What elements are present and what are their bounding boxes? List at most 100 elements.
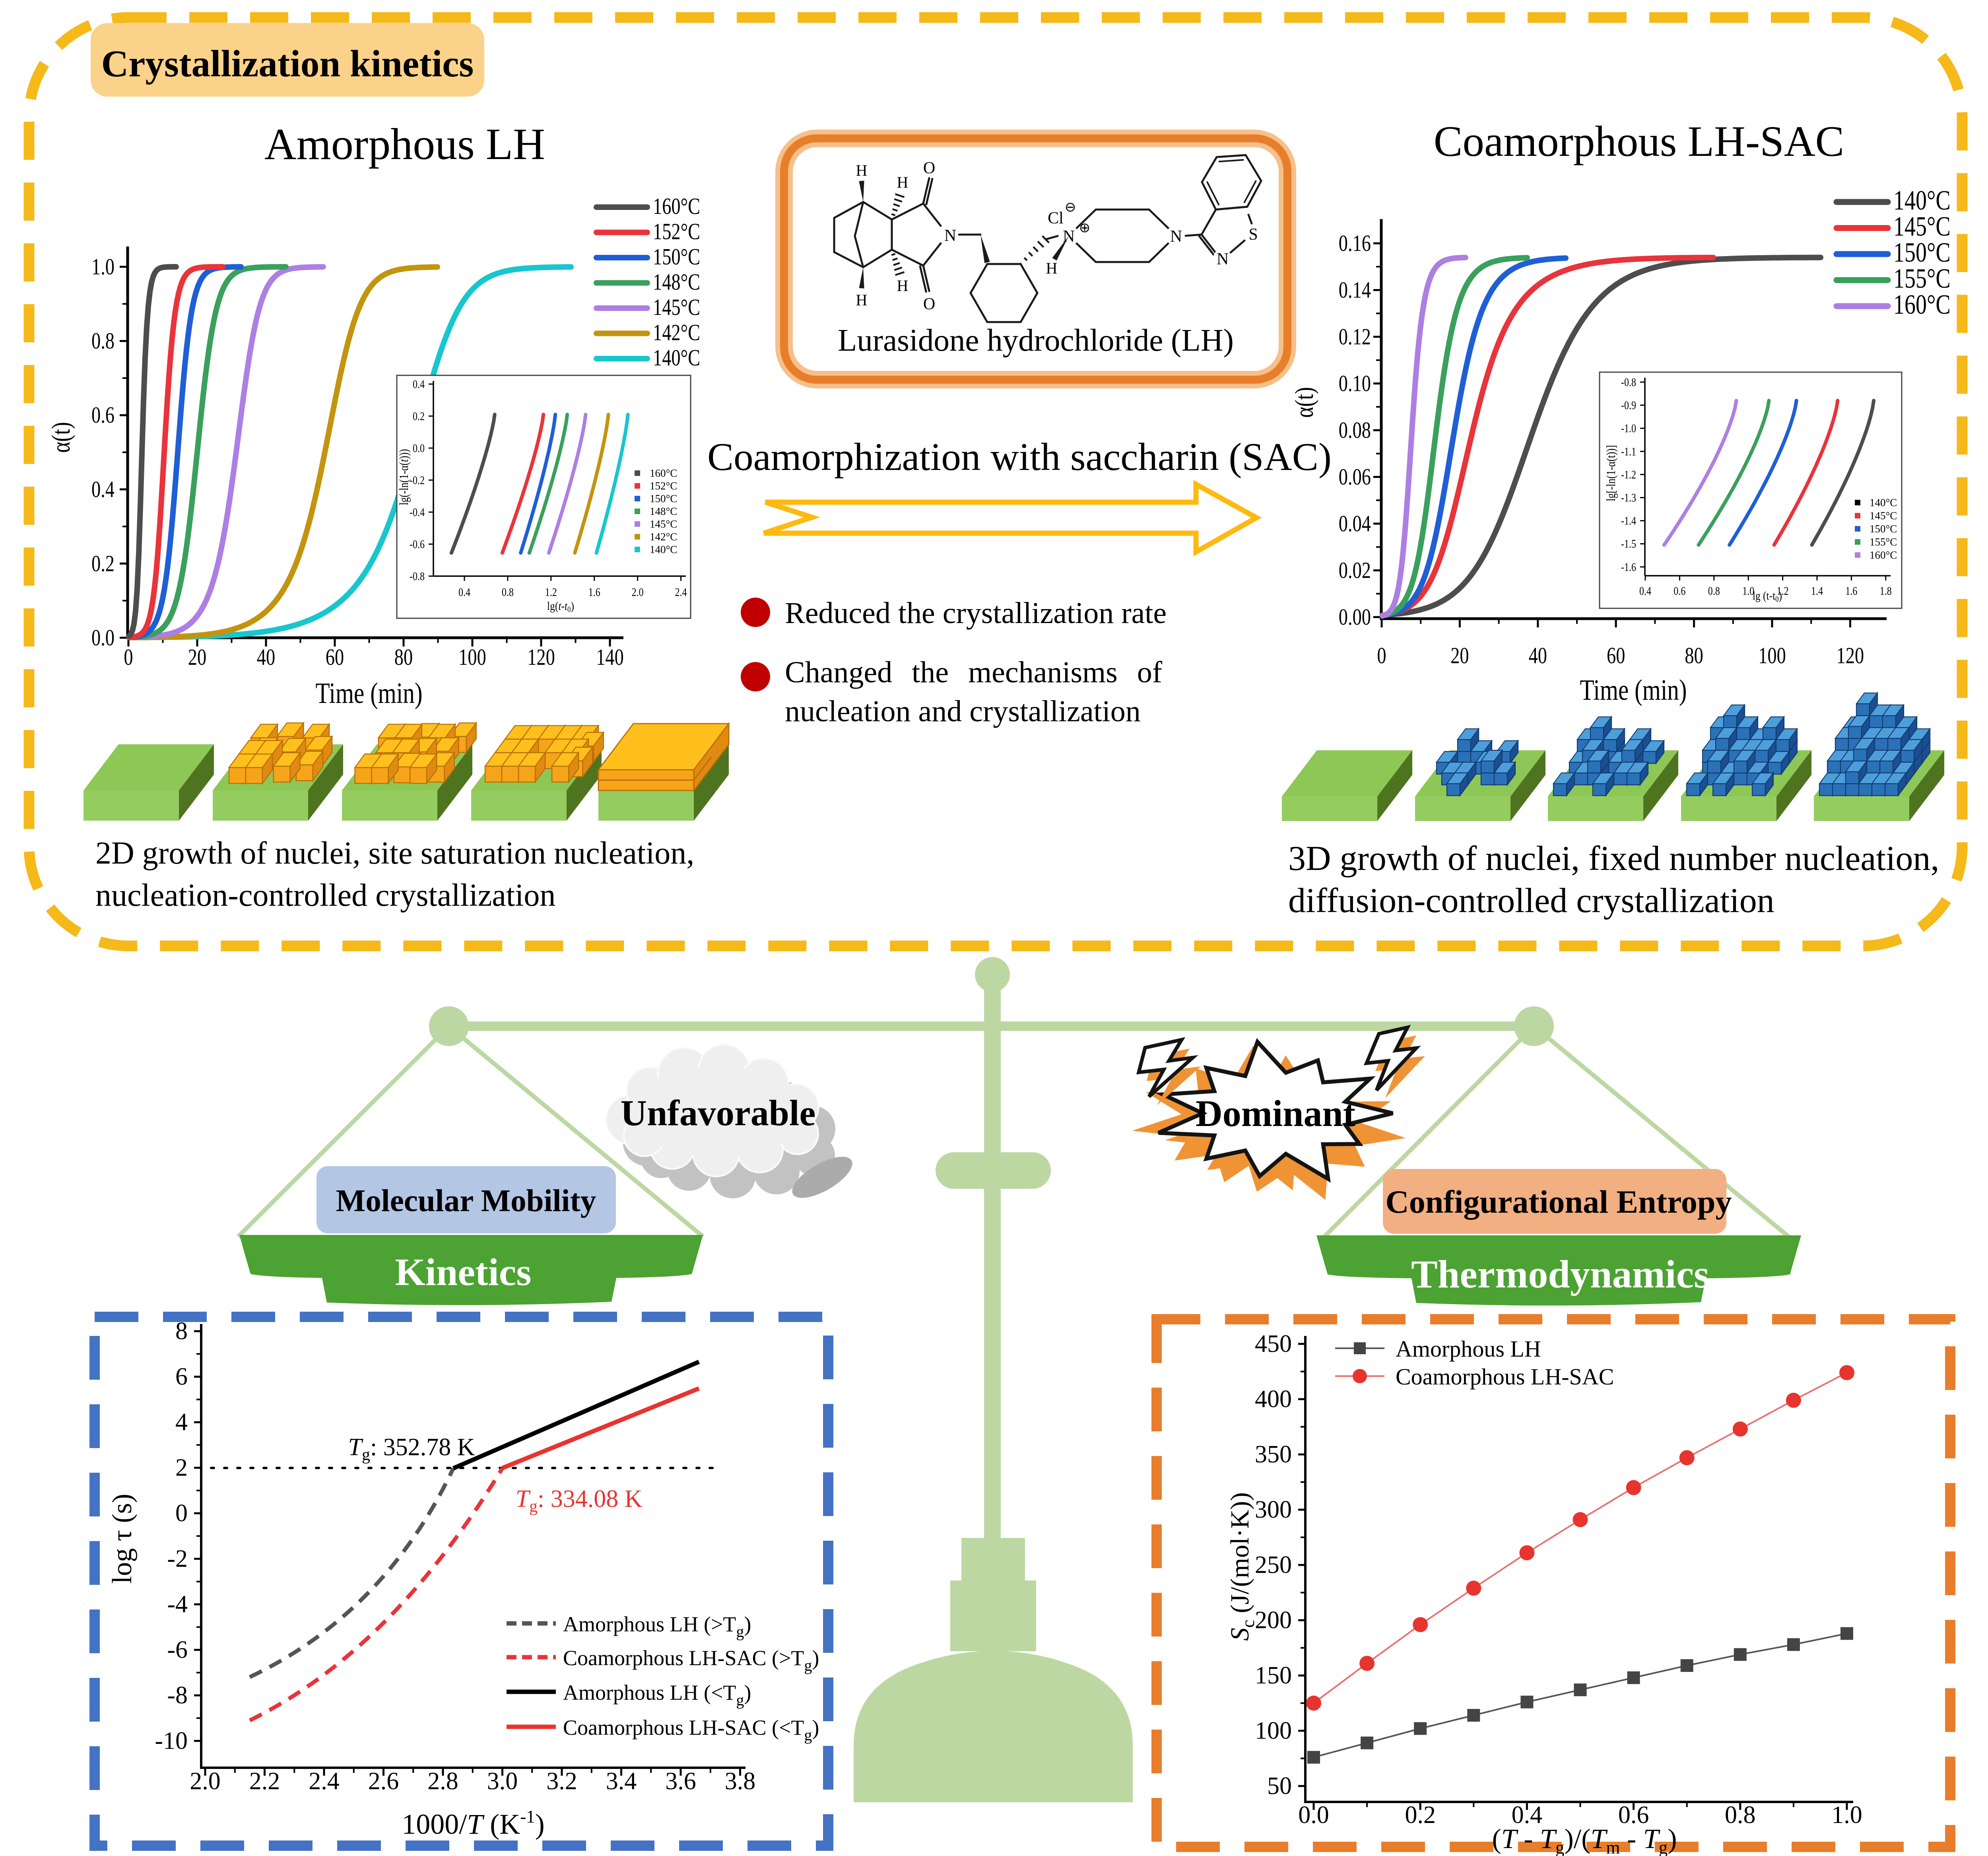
svg-text:Coamorphous LH-SAC (>Tg): Coamorphous LH-SAC (>Tg) (563, 1646, 819, 1674)
svg-text:1.6: 1.6 (1845, 584, 1857, 597)
svg-text:145°C: 145°C (653, 295, 700, 320)
svg-text:H: H (897, 173, 909, 191)
svg-text:80: 80 (394, 645, 413, 670)
svg-text:145°C: 145°C (1870, 510, 1897, 522)
svg-text:142°C: 142°C (653, 320, 700, 346)
svg-text:0: 0 (1377, 643, 1386, 668)
svg-text:0.0: 0.0 (1298, 1802, 1329, 1829)
svg-text:148°C: 148°C (653, 270, 700, 295)
svg-text:3.0: 3.0 (487, 1768, 518, 1795)
svg-text:2.8: 2.8 (427, 1768, 458, 1795)
svg-text:Changed the mechanisms of: Changed the mechanisms of (785, 656, 1163, 689)
svg-text:Amorphous LH (<Tg): Amorphous LH (<Tg) (563, 1681, 751, 1709)
svg-text:0.2: 0.2 (1405, 1802, 1436, 1829)
svg-text:0.8: 0.8 (1708, 584, 1720, 597)
svg-text:100: 100 (1758, 643, 1786, 668)
svg-text:H: H (1046, 259, 1058, 277)
svg-text:152°C: 152°C (653, 219, 700, 245)
svg-text:-8: -8 (167, 1682, 188, 1709)
svg-text:60: 60 (1607, 643, 1625, 668)
svg-text:-1.3: -1.3 (1621, 491, 1636, 504)
svg-text:8: 8 (175, 1318, 188, 1345)
svg-text:2.4: 2.4 (309, 1768, 340, 1795)
svg-text:⊕: ⊕ (1079, 221, 1091, 235)
svg-text:0.16: 0.16 (1339, 231, 1371, 256)
svg-text:H: H (856, 161, 868, 179)
svg-text:140°C: 140°C (653, 345, 700, 371)
svg-text:150°C: 150°C (1870, 523, 1897, 535)
svg-text:Unfavorable: Unfavorable (621, 1093, 816, 1133)
svg-text:S: S (1248, 225, 1258, 244)
svg-text:0.04: 0.04 (1339, 511, 1371, 536)
svg-text:2D growth of nuclei, site satu: 2D growth of nuclei, site saturation nuc… (95, 836, 694, 871)
svg-text:1.2: 1.2 (545, 585, 557, 598)
svg-text:0.4: 0.4 (1512, 1802, 1543, 1829)
svg-text:-6: -6 (167, 1637, 188, 1664)
svg-text:0: 0 (124, 645, 133, 670)
svg-text:160°C: 160°C (653, 194, 700, 219)
svg-text:3D growth of nuclei, fixed num: 3D growth of nuclei, fixed number nuclea… (1288, 839, 1939, 878)
svg-text:-0.8: -0.8 (1621, 375, 1636, 388)
svg-text:60: 60 (326, 645, 344, 670)
svg-text:0.4: 0.4 (413, 377, 425, 390)
svg-text:-1.2: -1.2 (1621, 468, 1636, 481)
svg-text:0.4: 0.4 (458, 585, 470, 598)
svg-text:145°C: 145°C (650, 518, 677, 530)
svg-text:-0.4: -0.4 (410, 505, 425, 518)
svg-text:150°C: 150°C (653, 244, 700, 270)
svg-text:Coamorphous LH-SAC: Coamorphous LH-SAC (1396, 1364, 1614, 1390)
svg-text:450: 450 (1255, 1330, 1292, 1357)
svg-text:4: 4 (175, 1409, 188, 1436)
svg-text:3.4: 3.4 (606, 1768, 637, 1795)
svg-text:0: 0 (175, 1500, 188, 1527)
svg-text:150: 150 (1255, 1662, 1292, 1689)
svg-text:140: 140 (596, 645, 624, 670)
svg-text:3.6: 3.6 (665, 1768, 696, 1795)
svg-text:N: N (1170, 227, 1182, 246)
svg-text:3.2: 3.2 (546, 1768, 577, 1795)
svg-text:0.0: 0.0 (91, 625, 115, 650)
svg-text:0.8: 0.8 (502, 585, 514, 598)
svg-text:50: 50 (1267, 1773, 1292, 1800)
svg-text:20: 20 (1450, 643, 1469, 668)
svg-text:100: 100 (1255, 1717, 1292, 1744)
svg-text:0.8: 0.8 (1725, 1802, 1756, 1829)
svg-text:-1.1: -1.1 (1621, 445, 1636, 458)
svg-text:0.02: 0.02 (1339, 558, 1371, 583)
svg-text:200: 200 (1255, 1607, 1292, 1634)
svg-text:6: 6 (175, 1363, 188, 1390)
svg-text:0.14: 0.14 (1339, 278, 1371, 303)
svg-text:148°C: 148°C (650, 505, 677, 517)
svg-text:140°C: 140°C (1893, 185, 1951, 215)
svg-text:1.0: 1.0 (1742, 584, 1754, 597)
svg-text:100: 100 (458, 645, 486, 670)
svg-text:O: O (923, 295, 935, 313)
svg-text:0.12: 0.12 (1339, 324, 1371, 349)
svg-text:160°C: 160°C (650, 467, 677, 479)
svg-text:-1.6: -1.6 (1621, 560, 1636, 573)
svg-text:2.0: 2.0 (632, 585, 644, 598)
svg-text:H: H (856, 291, 868, 309)
svg-text:1.0: 1.0 (1831, 1802, 1862, 1829)
svg-text:140°C: 140°C (650, 544, 677, 555)
svg-text:0.4: 0.4 (91, 477, 115, 502)
svg-text:0.10: 0.10 (1339, 371, 1371, 396)
svg-text:Molecular Mobility: Molecular Mobility (336, 1184, 596, 1218)
svg-text:155°C: 155°C (1893, 263, 1951, 294)
svg-text:log τ (s): log τ (s) (107, 1494, 138, 1584)
svg-text:0.2: 0.2 (413, 410, 425, 423)
svg-text:-0.6: -0.6 (410, 538, 425, 551)
svg-text:Cl: Cl (1048, 209, 1064, 227)
svg-text:Thermodynamics: Thermodynamics (1411, 1252, 1709, 1296)
svg-text:H: H (897, 277, 909, 295)
svg-text:N: N (1217, 250, 1229, 268)
svg-text:α(t): α(t) (1289, 387, 1318, 417)
svg-text:0.6: 0.6 (91, 402, 115, 428)
svg-text:1.0: 1.0 (91, 254, 115, 280)
svg-text:Time (min): Time (min) (1580, 674, 1687, 707)
svg-text:0.2: 0.2 (91, 551, 115, 577)
svg-text:Amorphous LH: Amorphous LH (1396, 1336, 1541, 1362)
svg-text:Dominant: Dominant (1196, 1093, 1355, 1134)
svg-text:120: 120 (527, 645, 555, 670)
svg-text:40: 40 (257, 645, 275, 670)
